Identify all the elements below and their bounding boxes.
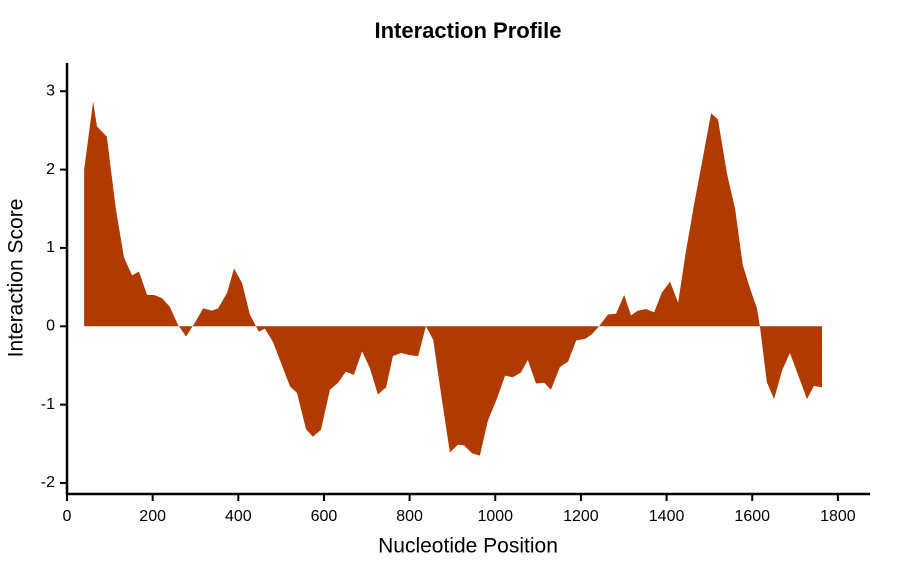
x-tick-label: 1200 (563, 508, 599, 525)
y-tick-label: 2 (46, 161, 55, 178)
y-tick-label: 3 (46, 82, 55, 99)
y-tick-label: -2 (41, 474, 55, 491)
y-tick-label: 1 (46, 239, 55, 256)
x-tick-label: 1600 (734, 508, 770, 525)
y-axis-label: Interaction Score (5, 199, 28, 358)
area (84, 101, 823, 456)
x-axis-label: Nucleotide Position (378, 535, 558, 558)
x-tick-label: 400 (225, 508, 252, 525)
y-tick-label: -1 (41, 396, 55, 413)
x-tick-label: 200 (139, 508, 166, 525)
x-tick-label: 0 (63, 508, 72, 525)
x-tick-label: 600 (311, 508, 338, 525)
x-tick-label: 800 (396, 508, 423, 525)
x-tick-label: 1400 (649, 508, 685, 525)
x-tick-label: 1800 (820, 508, 856, 525)
x-tick-label: 1000 (477, 508, 513, 525)
y-tick-label: 0 (46, 318, 55, 335)
chart-title: Interaction Profile (374, 18, 561, 43)
